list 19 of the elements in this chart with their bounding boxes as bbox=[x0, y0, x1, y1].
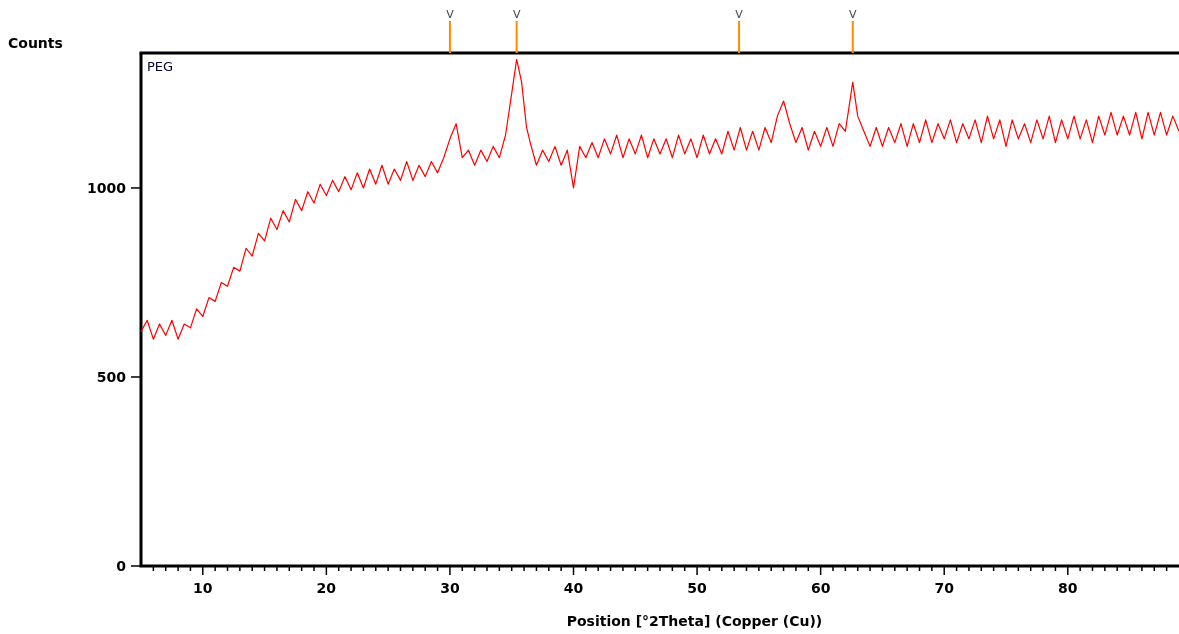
x-tick-label: 50 bbox=[687, 580, 708, 596]
x-tick-label: 40 bbox=[563, 580, 584, 596]
x-axis-title: Position [°2Theta] (Copper (Cu)) bbox=[566, 613, 823, 629]
ref-line-label: V bbox=[735, 8, 744, 21]
y-tick-label: 0 bbox=[116, 558, 127, 574]
x-tick-label: 30 bbox=[440, 580, 460, 596]
y-tick-label: 1000 bbox=[87, 179, 127, 196]
x-tick-label: 20 bbox=[316, 580, 337, 596]
ref-line-label: V bbox=[849, 8, 858, 21]
x-tick-label: 60 bbox=[810, 580, 831, 596]
line-series bbox=[140, 58, 1179, 340]
annotation: PEG bbox=[147, 59, 174, 74]
x-tick-label: 10 bbox=[193, 580, 213, 596]
y-tick-label: 500 bbox=[96, 368, 127, 385]
x-tick-label: 80 bbox=[1058, 580, 1078, 596]
ref-line-label: V bbox=[512, 8, 521, 21]
ref-line-label: V bbox=[446, 8, 455, 21]
y-axis-title: Counts bbox=[8, 35, 63, 51]
x-tick-label: 70 bbox=[934, 580, 955, 596]
